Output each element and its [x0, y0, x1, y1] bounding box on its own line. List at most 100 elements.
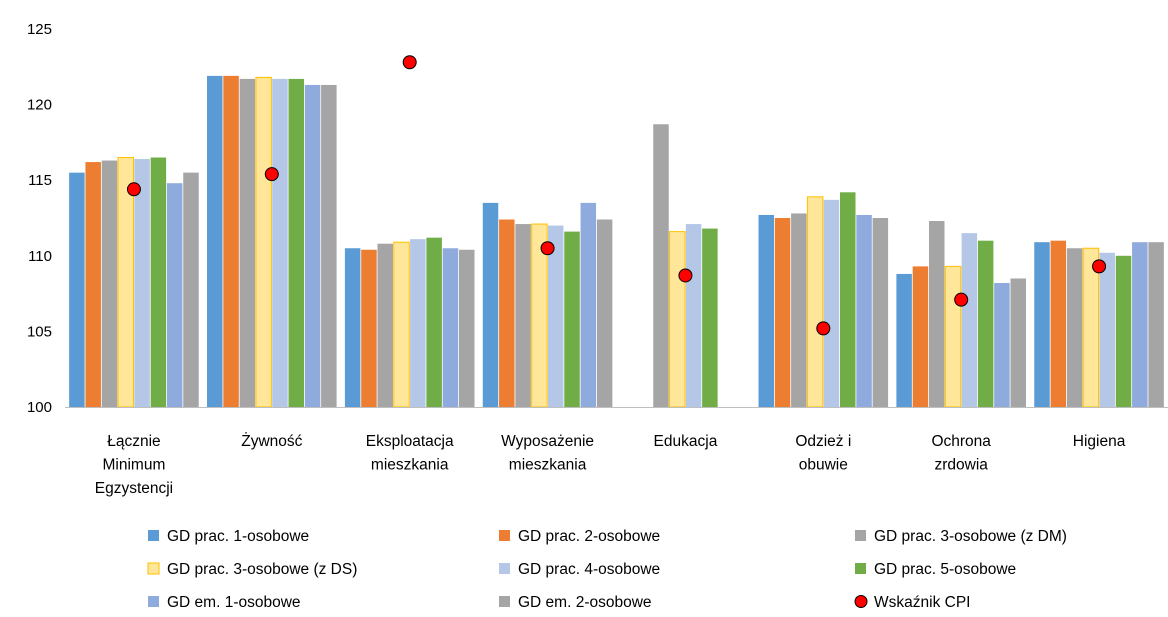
bar	[1050, 240, 1067, 407]
bar	[872, 218, 889, 407]
y-axis-ticks: 100 105 110 115 120 125	[27, 21, 52, 416]
bar	[101, 160, 118, 407]
legend-label: Wskaźnik CPI	[874, 594, 970, 611]
category-labels: Łącznie Minimum Egzystencji Żywność Eksploat…	[95, 432, 1126, 497]
category-label-line: Minimum	[103, 457, 166, 474]
bar	[255, 76, 272, 408]
bar	[685, 224, 702, 407]
bar	[223, 75, 239, 408]
category-label-line: Łącznie	[107, 433, 160, 450]
bars	[69, 75, 1164, 408]
category-label: Wyposażenie mieszkania	[501, 433, 594, 474]
y-tick-label: 115	[28, 172, 52, 189]
bar	[288, 78, 305, 408]
legend-swatch	[855, 530, 866, 541]
bar	[85, 162, 101, 407]
bar	[994, 283, 1010, 407]
bar	[1066, 248, 1083, 407]
y-tick-label: 120	[27, 97, 52, 114]
category-label-line: Ochrona	[931, 433, 991, 450]
bar	[1132, 242, 1148, 407]
bar	[442, 248, 459, 407]
bar	[515, 224, 531, 407]
legend-label: GD prac. 1-osobowe	[167, 528, 309, 545]
category-label: Higiena	[1073, 433, 1126, 450]
bar	[961, 233, 978, 407]
bar	[806, 196, 824, 408]
bar	[426, 237, 442, 407]
bar	[1148, 242, 1164, 407]
legend-swatch	[499, 563, 510, 574]
legend-swatch	[499, 530, 510, 541]
bar	[239, 78, 256, 408]
bar	[758, 214, 775, 407]
bar	[134, 159, 150, 407]
bar	[150, 157, 167, 407]
bar	[1099, 252, 1115, 407]
bar	[69, 172, 85, 407]
cpi-marker	[540, 241, 555, 256]
y-tick-label: 100	[27, 399, 52, 416]
category-label-line: Wyposażenie	[501, 433, 594, 450]
category-label-line: Żywność	[241, 432, 302, 450]
legend-label: GD prac. 5-osobowe	[874, 561, 1016, 578]
bar	[344, 248, 361, 407]
legend-swatch	[855, 563, 866, 574]
cpi-marker	[816, 321, 831, 336]
bar	[410, 239, 426, 407]
legend-label: GD prac. 2-osobowe	[518, 528, 660, 545]
category-label-line: mieszkania	[371, 457, 449, 474]
bar	[580, 202, 597, 407]
legend-label: GD em. 2-osobowe	[518, 594, 652, 611]
category-label-line: mieszkania	[509, 457, 587, 474]
bar	[166, 183, 183, 407]
category-label: Edukacja	[654, 433, 718, 450]
category-label: Łącznie Minimum Egzystencji	[95, 433, 173, 497]
bar	[596, 219, 613, 407]
bar	[499, 219, 515, 407]
y-tick-label: 105	[27, 323, 52, 340]
legend-swatch	[147, 562, 160, 575]
legend-swatch	[148, 530, 159, 541]
bar	[653, 124, 669, 407]
category-label-line: Odzież i	[795, 433, 851, 450]
bar	[547, 225, 564, 407]
legend: GD prac. 1-osobowe GD prac. 2-osobowe GD p…	[147, 528, 1067, 611]
cpi-marker	[1092, 259, 1107, 274]
category-label: Żywność	[241, 432, 302, 450]
cpi-marker	[126, 182, 141, 197]
bar	[207, 75, 223, 408]
category-label: Ochrona zrdowia	[931, 433, 991, 474]
category-label: Odzież i obuwie	[795, 433, 851, 474]
bar	[564, 231, 580, 407]
bar	[856, 214, 872, 407]
category-label-line: obuwie	[799, 457, 848, 474]
bar	[840, 192, 856, 407]
y-tick-label: 110	[28, 248, 52, 265]
bar	[482, 202, 499, 407]
legend-swatch	[148, 596, 159, 607]
bar	[272, 78, 288, 408]
bar	[321, 84, 337, 407]
cpi-marker	[402, 55, 417, 70]
bar	[912, 266, 929, 407]
legend-label: GD prac. 4-osobowe	[518, 561, 660, 578]
legend-label: GD prac. 3-osobowe (z DM)	[874, 528, 1067, 545]
category-label-line: Egzystencji	[95, 480, 173, 497]
cpi-marker	[678, 268, 693, 283]
bar	[377, 243, 393, 407]
bar	[896, 273, 912, 407]
legend-swatch	[499, 596, 510, 607]
y-tick-label: 125	[27, 21, 52, 38]
legend-swatch	[854, 595, 868, 608]
bar	[183, 172, 199, 407]
bar	[1034, 242, 1050, 407]
category-label: Eksploatacja mieszkania	[366, 433, 454, 474]
cpi-marker	[264, 167, 279, 182]
cpi-markers	[126, 55, 1107, 336]
bar	[791, 213, 807, 407]
category-label-line: Eksploatacja	[366, 433, 454, 450]
bar	[393, 241, 410, 408]
bar	[1010, 278, 1026, 407]
